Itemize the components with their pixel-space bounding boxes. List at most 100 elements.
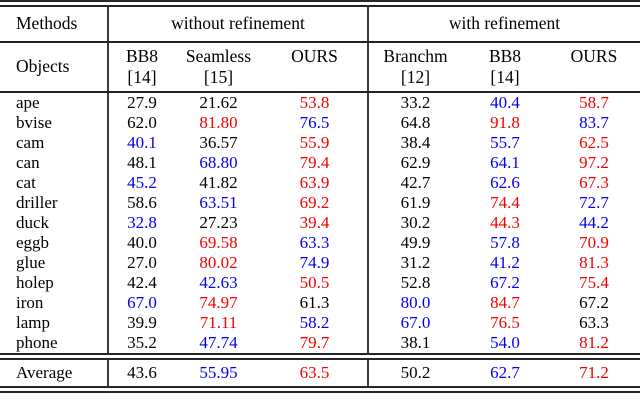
value-cell: 41.82 <box>199 172 238 192</box>
col-header-ours-right: OURS <box>548 41 640 93</box>
value-cell: 42.7 <box>400 172 431 192</box>
value-cell: 40.0 <box>127 232 157 252</box>
value-cell: 62.9 <box>400 152 431 172</box>
object-name: bvise <box>0 112 109 133</box>
object-name: cat <box>0 172 109 193</box>
value-cell: 67.2 <box>490 272 520 292</box>
column-ref: [14] <box>127 66 157 87</box>
value-cell: 81.3 <box>579 252 609 272</box>
value-cell: 49.9 <box>400 232 431 252</box>
object-name: phone <box>0 332 109 356</box>
value-cell: 64.8 <box>400 112 431 132</box>
value-cell: 41.2 <box>490 252 520 272</box>
methods-label: Methods <box>0 3 109 43</box>
column-header-row: Objects BB8 [14] Seamless [15] OURS Branch… <box>0 41 640 93</box>
value-cell: 50.2 <box>400 362 431 382</box>
table-row: glue 27.0 80.02 74.9 31.2 41.2 81.3 <box>0 252 640 273</box>
value-cell: 76.5 <box>262 112 369 133</box>
object-name: cam <box>0 132 109 153</box>
value-cell: 43.6 <box>127 362 157 382</box>
value-cell: 57.8 <box>490 232 520 252</box>
table-row: ape 27.9 21.62 53.8 33.2 40.4 58.7 <box>0 91 640 113</box>
value-cell: 84.7 <box>490 292 520 312</box>
value-cell: 53.8 <box>262 91 369 113</box>
value-cell: 44.2 <box>579 212 609 232</box>
value-cell: 70.9 <box>579 232 609 252</box>
column-name: Seamless <box>185 45 252 66</box>
value-cell: 71.11 <box>199 312 238 332</box>
value-cell: 67.3 <box>579 172 609 192</box>
table-row: cam 40.1 36.57 55.9 38.4 55.7 62.5 <box>0 132 640 153</box>
value-cell: 63.3 <box>262 232 369 253</box>
column-ref: [15] <box>203 66 234 87</box>
value-cell: 44.3 <box>490 212 520 232</box>
value-cell: 69.2 <box>262 192 369 213</box>
col-header-seamless: Seamless [15] <box>175 41 262 93</box>
group-with-refinement: with refinement <box>368 3 640 43</box>
table-row: phone 35.2 47.74 79.7 38.1 54.0 81.2 <box>0 332 640 356</box>
average-row: Average 43.6 55.95 63.5 50.2 62.7 71.2 <box>0 356 640 389</box>
value-cell: 67.2 <box>579 292 609 312</box>
value-cell: 32.8 <box>127 212 157 232</box>
value-cell: 80.02 <box>199 252 238 272</box>
value-cell: 55.9 <box>262 132 369 153</box>
value-cell: 35.2 <box>127 332 157 352</box>
value-cell: 67.0 <box>400 312 431 332</box>
value-cell: 42.63 <box>199 272 238 292</box>
object-name: driller <box>0 192 109 213</box>
object-name: glue <box>0 252 109 273</box>
value-cell: 39.4 <box>262 212 369 233</box>
value-cell: 31.2 <box>400 252 431 272</box>
value-cell: 52.8 <box>400 272 431 292</box>
col-header-bb8-right: BB8 [14] <box>462 41 548 93</box>
col-header-ours-left: OURS <box>262 41 369 93</box>
value-cell: 54.0 <box>490 332 520 352</box>
value-cell: 58.2 <box>262 312 369 333</box>
value-cell: 74.9 <box>262 252 369 273</box>
table-row: duck 32.8 27.23 39.4 30.2 44.3 44.2 <box>0 212 640 233</box>
value-cell: 38.4 <box>400 132 431 152</box>
value-cell: 74.4 <box>490 192 520 212</box>
column-name: BB8 <box>488 45 522 66</box>
value-cell: 39.9 <box>127 312 157 332</box>
value-cell: 75.4 <box>579 272 609 292</box>
object-name: duck <box>0 212 109 233</box>
object-name: iron <box>0 292 109 313</box>
value-cell: 64.1 <box>490 152 520 172</box>
column-name: OURS <box>291 45 338 66</box>
value-cell: 68.80 <box>199 152 238 172</box>
value-cell: 62.0 <box>127 112 157 132</box>
value-cell: 71.2 <box>579 362 609 382</box>
value-cell: 27.0 <box>127 252 157 272</box>
value-cell: 33.2 <box>400 92 431 112</box>
value-cell: 63.51 <box>199 192 238 212</box>
value-cell: 61.3 <box>262 292 369 313</box>
column-name: Branchm <box>383 45 448 66</box>
value-cell: 30.2 <box>400 212 431 232</box>
value-cell: 42.4 <box>127 272 157 292</box>
table-row: iron 67.0 74.97 61.3 80.0 84.7 67.2 <box>0 292 640 313</box>
value-cell: 63.9 <box>262 172 369 193</box>
table-row: eggb 40.0 69.58 63.3 49.9 57.8 70.9 <box>0 232 640 253</box>
value-cell: 27.23 <box>199 212 238 232</box>
column-ref: [12] <box>400 66 431 87</box>
value-cell: 81.2 <box>579 332 609 352</box>
table-row: can 48.1 68.80 79.4 62.9 64.1 97.2 <box>0 152 640 173</box>
results-table: Methods without refinement with refineme… <box>0 0 640 393</box>
value-cell: 74.97 <box>199 292 238 312</box>
object-name: eggb <box>0 232 109 253</box>
group-without-refinement: without refinement <box>108 3 369 43</box>
value-cell: 62.5 <box>579 132 609 152</box>
value-cell: 69.58 <box>199 232 238 252</box>
value-cell: 76.5 <box>490 312 520 332</box>
value-cell: 79.4 <box>262 152 369 173</box>
value-cell: 58.7 <box>579 92 609 112</box>
object-name: Average <box>0 356 109 389</box>
table-row: cat 45.2 41.82 63.9 42.7 62.6 67.3 <box>0 172 640 193</box>
column-ref: [14] <box>490 66 520 87</box>
value-cell: 58.6 <box>127 192 157 212</box>
value-cell: 63.3 <box>579 312 609 332</box>
value-cell: 21.62 <box>199 92 238 112</box>
objects-label: Objects <box>0 41 109 93</box>
